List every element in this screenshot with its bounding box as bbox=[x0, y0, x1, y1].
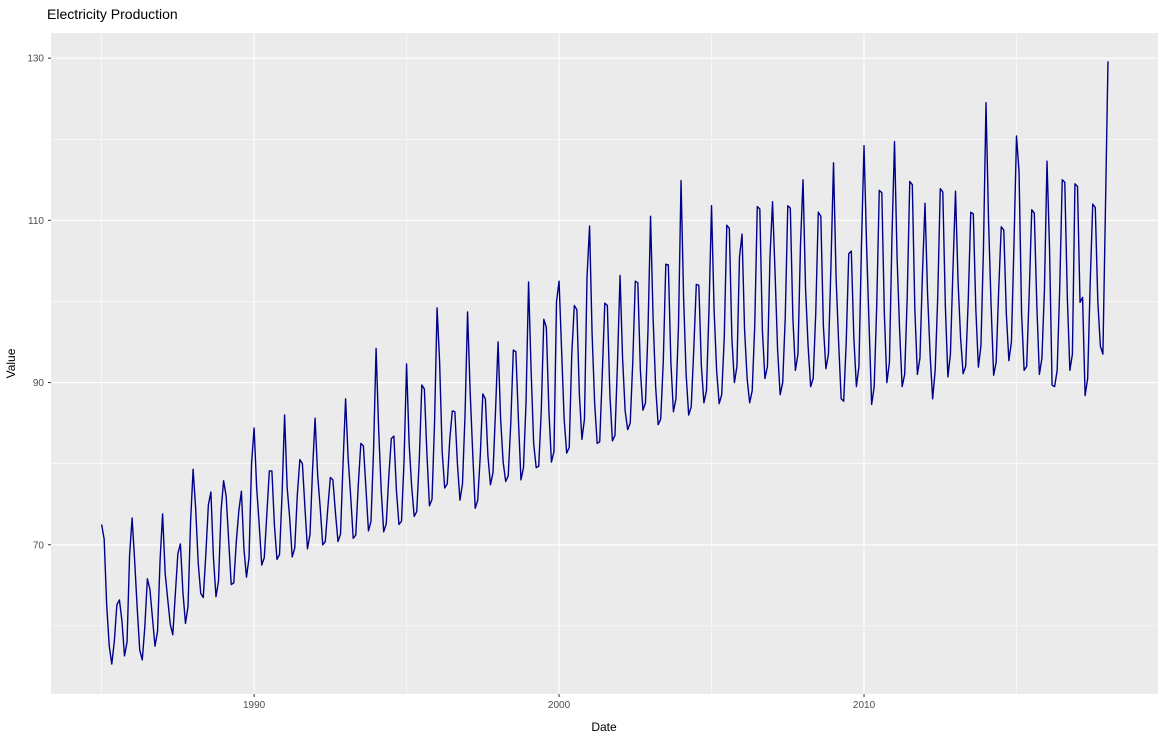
plot-panel bbox=[51, 33, 1158, 694]
electricity-production-line bbox=[100, 61, 1109, 665]
y-axis-title: Value bbox=[4, 348, 18, 378]
y-tick-label: 90 bbox=[33, 378, 45, 389]
chart-title: Electricity Production bbox=[47, 6, 178, 22]
y-tick-label: 70 bbox=[33, 540, 45, 551]
axis-ticks bbox=[48, 57, 865, 697]
x-tick-label: 1990 bbox=[243, 700, 266, 711]
major-gridlines bbox=[51, 33, 1158, 694]
y-tick-label: 110 bbox=[28, 216, 44, 227]
data-series bbox=[100, 61, 1109, 665]
y-tick-label: 130 bbox=[27, 54, 44, 65]
x-tick-label: 2010 bbox=[853, 700, 876, 711]
x-tick-label: 2000 bbox=[548, 700, 571, 711]
axis-tick-labels: 1990 2000 2010 70 90 110 130 bbox=[27, 54, 875, 711]
x-axis-title: Date bbox=[591, 720, 617, 734]
